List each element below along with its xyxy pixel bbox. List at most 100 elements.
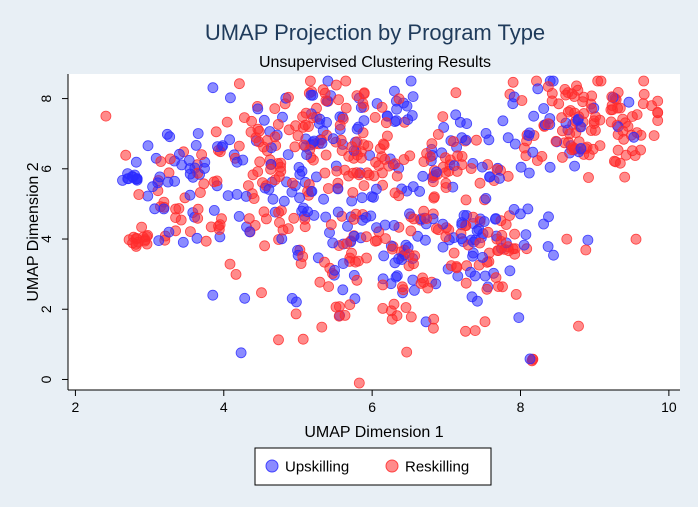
y-axis-label: UMAP Dimension 2 [25,162,42,301]
data-point-reskilling [398,154,410,165]
data-point-reskilling [133,189,145,200]
data-point-upskilling [502,132,514,144]
data-point-reskilling [211,175,223,187]
data-point-upskilling [233,210,245,222]
data-point-upskilling [523,167,535,179]
data-point-reskilling [200,235,212,247]
data-point-reskilling [376,151,388,163]
data-point-upskilling [391,270,403,282]
data-point-reskilling [605,116,617,128]
data-point-reskilling [648,130,660,142]
data-point-upskilling [184,168,196,180]
data-point-upskilling [388,85,400,97]
data-point-upskilling [548,249,559,261]
data-point-reskilling [344,299,356,311]
data-point-upskilling [480,127,492,139]
data-point-reskilling [175,214,187,226]
data-point-upskilling [199,162,210,174]
data-point-reskilling [563,136,574,148]
data-point-upskilling [224,134,236,146]
data-point-reskilling [405,311,417,323]
data-point-upskilling [305,89,317,101]
data-point-upskilling [191,232,203,244]
legend-marker-reskilling [385,459,399,473]
data-point-upskilling [489,213,501,225]
data-point-upskilling [522,203,534,215]
data-point-upskilling [497,115,509,127]
x-axis-label: UMAP Dimension 1 [304,424,443,441]
data-point-reskilling [339,309,351,321]
data-point-upskilling [212,141,223,153]
data-point-reskilling [426,138,438,150]
data-point-upskilling [528,110,540,122]
data-point-upskilling [222,190,234,202]
data-point-reskilling [192,212,204,224]
axis-ticks: 2 4 6 8 10 0 2 4 6 8 [38,94,677,415]
data-point-reskilling [243,213,255,225]
data-point-reskilling [452,150,464,162]
data-point-reskilling [561,233,573,245]
data-point-upskilling [582,234,594,246]
data-point-upskilling [276,233,288,245]
data-point-reskilling [373,160,385,172]
data-point-upskilling [524,353,536,365]
data-point-reskilling [282,223,294,235]
data-point-upskilling [252,103,264,115]
data-point-upskilling [183,154,195,166]
data-point-reskilling [358,180,370,192]
data-point-reskilling [320,149,332,161]
data-point-reskilling [273,334,284,346]
data-point-reskilling [198,178,210,190]
legend-label-upskilling: Upskilling [285,459,349,476]
data-point-reskilling [652,106,664,118]
data-point-reskilling [428,192,440,204]
data-point-reskilling [542,81,554,92]
data-point-reskilling [196,149,208,161]
data-point-upskilling [405,75,417,87]
data-point-reskilling [336,145,348,156]
data-point-reskilling [265,163,277,175]
data-point-reskilling [408,258,419,270]
data-point-reskilling [507,76,519,88]
data-point-reskilling [460,277,472,289]
data-point-reskilling [557,151,568,163]
data-point-reskilling [155,156,167,167]
data-point-reskilling [460,325,471,337]
data-point-reskilling [470,134,482,146]
data-point-reskilling [451,165,463,177]
data-point-upskilling [149,203,161,215]
data-point-reskilling [120,149,132,161]
data-point-reskilling [646,100,657,111]
data-point-reskilling [467,211,479,223]
data-point-reskilling [325,219,337,231]
data-point-reskilling [314,276,326,288]
data-point-upskilling [332,183,344,195]
data-point-reskilling [631,109,643,120]
data-point-reskilling [289,141,301,153]
data-point-reskilling [304,75,316,87]
data-point-reskilling [139,235,151,247]
data-point-upskilling [244,226,256,238]
data-point-upskilling [478,216,490,227]
data-point-reskilling [448,247,460,259]
data-point-upskilling [130,156,142,168]
data-point-reskilling [369,235,381,247]
data-point-reskilling [347,187,359,198]
data-point-reskilling [388,298,400,310]
data-point-upskilling [231,188,243,200]
data-point-upskilling [544,161,556,173]
data-point-upskilling [327,133,339,145]
data-point-upskilling [417,170,429,182]
data-point-reskilling [298,139,310,151]
data-point-reskilling [292,130,304,142]
data-point-reskilling [569,91,580,102]
data-point-reskilling [331,165,343,177]
data-point-upskilling [360,212,372,223]
data-point-reskilling [588,118,600,129]
data-point-upskilling [509,138,521,150]
data-point-upskilling [163,226,175,238]
data-point-reskilling [205,221,217,233]
chart-subtitle: Unsupervised Clustering Results [259,54,491,71]
data-point-upskilling [391,103,403,115]
data-point-upskilling [351,123,363,135]
